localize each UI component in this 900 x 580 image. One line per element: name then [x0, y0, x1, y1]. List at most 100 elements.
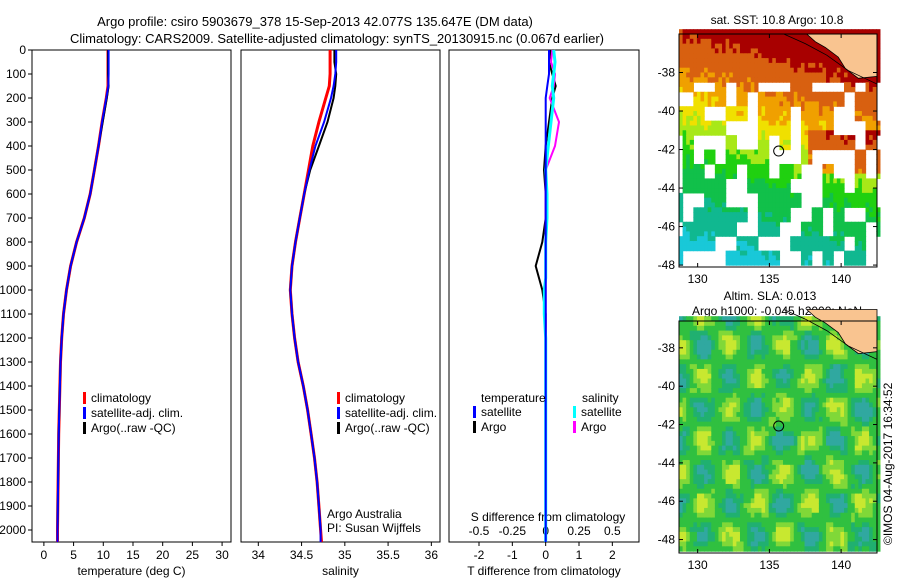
map-cell: [711, 38, 716, 45]
map-cell: [872, 77, 877, 83]
map-cell: [844, 407, 849, 413]
map-cell: [783, 354, 788, 360]
map-cell: [851, 421, 856, 428]
map-cell: [865, 178, 870, 184]
map-cell: [768, 115, 773, 122]
map-cell: [790, 421, 795, 428]
map-cell: [725, 493, 730, 499]
map-cell: [693, 460, 698, 466]
map-cell: [779, 359, 784, 365]
map-cell: [725, 359, 730, 365]
map-cell: [786, 192, 791, 199]
map-cell: [800, 488, 806, 495]
map-cell: [714, 96, 720, 102]
map-cell: [718, 316, 723, 322]
map-cell: [682, 173, 687, 180]
map-cell: [732, 67, 737, 74]
map-cell: [800, 260, 806, 266]
map-cell: [861, 173, 867, 180]
map-cell: [732, 507, 737, 514]
map-cell: [768, 67, 773, 74]
map-cell: [815, 407, 820, 413]
map-cell: [829, 488, 834, 495]
map-cell: [682, 139, 687, 146]
map-cell: [822, 91, 827, 98]
map-cell: [689, 241, 694, 247]
map-cell: [808, 260, 813, 266]
map-cell: [772, 216, 777, 223]
map-cell: [811, 483, 816, 490]
map-cell: [786, 43, 791, 50]
map-cell: [872, 111, 877, 117]
map-cell: [686, 493, 691, 499]
map-cell: [754, 483, 759, 490]
map-cell: [718, 431, 723, 437]
map-cell: [736, 364, 741, 370]
map-cell: [700, 173, 705, 180]
map-cell: [772, 474, 777, 480]
map-cell: [682, 392, 687, 399]
map-cell: [826, 96, 831, 102]
map-cell: [836, 445, 842, 452]
map-cell: [790, 72, 795, 78]
map-cell: [768, 212, 773, 218]
map-cell: [689, 349, 694, 356]
map-cell: [732, 344, 737, 351]
map-cell: [757, 522, 763, 528]
map-cell: [854, 522, 859, 528]
map-cell: [736, 340, 741, 346]
map-cell: [686, 460, 691, 466]
map-cell: [768, 373, 773, 380]
map-cell: [800, 149, 806, 155]
map-cell: [826, 255, 831, 261]
map-cell: [722, 464, 727, 471]
map-cell: [872, 29, 877, 35]
map-cell: [768, 321, 773, 327]
map-cell: [793, 426, 798, 432]
map-cell: [747, 77, 752, 83]
map-cell: [707, 407, 712, 413]
map-cell: [800, 340, 806, 346]
map-cell: [768, 421, 773, 428]
map-cell: [686, 373, 691, 380]
map-cell: [700, 407, 705, 413]
map-cell: [826, 536, 831, 543]
map-cell: [761, 340, 766, 346]
map-cell: [765, 546, 770, 552]
map-cell: [833, 416, 838, 423]
map-cell: [736, 34, 741, 40]
map-cell: [858, 241, 863, 247]
map-cell: [818, 383, 824, 389]
map-cell: [754, 255, 759, 261]
map-cell: [739, 383, 745, 389]
map-cell: [700, 58, 705, 64]
map-cell: [722, 436, 727, 442]
map-cell: [754, 436, 759, 442]
map-cell: [704, 498, 709, 504]
map-cell: [700, 507, 705, 514]
map-cell: [725, 464, 730, 471]
map-cell: [739, 388, 745, 394]
map-cell: [836, 241, 842, 247]
map-cell: [804, 512, 809, 519]
map-cell: [811, 38, 816, 45]
map-cell: [786, 130, 791, 136]
map-cell: [858, 536, 863, 543]
map-cell: [725, 416, 730, 423]
map-cell: [811, 368, 816, 375]
map-cell: [775, 364, 781, 370]
map-cell: [775, 527, 781, 533]
map-cell: [779, 335, 784, 341]
map-cell: [765, 483, 770, 490]
map-cell: [826, 197, 831, 204]
map-cell: [732, 498, 737, 504]
map-cell: [768, 255, 773, 261]
map-cell: [793, 163, 798, 170]
map-cell: [700, 178, 705, 184]
map-cell: [861, 397, 867, 404]
map-cell: [858, 488, 863, 495]
map-cell: [689, 412, 694, 418]
map-cell: [732, 527, 737, 533]
map-cell: [754, 178, 759, 184]
map-cell: [765, 364, 770, 370]
